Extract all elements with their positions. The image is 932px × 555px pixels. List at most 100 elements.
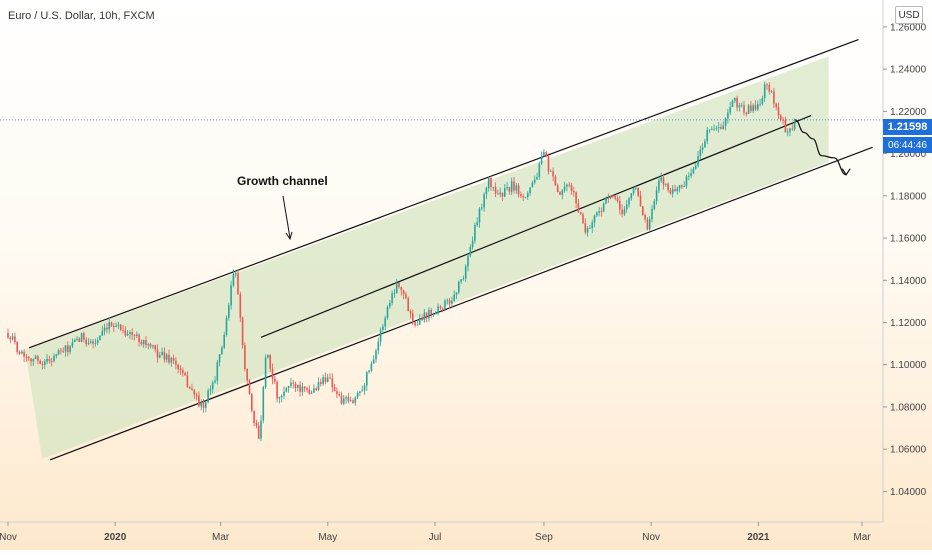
candle-body — [361, 390, 363, 392]
candle-body — [561, 190, 564, 195]
candle-body — [379, 329, 382, 342]
candle-body — [115, 325, 117, 327]
candle-body — [711, 128, 713, 130]
candle-body — [651, 209, 653, 220]
candle-body — [122, 330, 124, 331]
candle-body — [669, 190, 672, 194]
candle-body — [600, 211, 603, 213]
candle-body — [308, 389, 311, 394]
candle-body — [315, 388, 317, 391]
candle-body — [207, 390, 209, 403]
candle-body — [62, 351, 64, 353]
candle-body — [644, 214, 646, 220]
candle-body — [630, 193, 633, 199]
candle-body — [757, 104, 759, 110]
candle-body — [161, 351, 163, 356]
candle-body — [441, 308, 444, 310]
candle-body — [683, 186, 685, 187]
price-tick-label: 1.26000 — [890, 22, 927, 33]
candle-body — [715, 127, 718, 129]
candle-body — [76, 338, 78, 340]
candle-body — [85, 339, 87, 345]
candle-body — [384, 317, 386, 327]
candle-body — [241, 317, 244, 346]
candle-body — [209, 389, 212, 391]
candle-body — [642, 206, 644, 215]
candle-body — [612, 195, 614, 197]
candle-body — [773, 91, 775, 104]
candle-body — [761, 98, 764, 104]
chart-title: Euro / U.S. Dollar, 10h, FXCM — [8, 10, 155, 22]
candle-body — [21, 351, 23, 354]
candle-body — [697, 156, 699, 166]
candle-body — [701, 147, 704, 150]
candle-body — [704, 141, 706, 148]
candle-body — [172, 357, 175, 361]
candle-body — [487, 177, 490, 189]
candle-body — [253, 410, 255, 424]
candle-body — [356, 393, 359, 398]
candle-body — [152, 345, 154, 347]
candle-body — [297, 384, 299, 388]
candle-body — [736, 97, 738, 108]
candle-body — [168, 354, 170, 363]
candle-body — [92, 341, 94, 344]
candle-body — [409, 311, 412, 314]
candle-body — [501, 192, 504, 197]
candle-body — [793, 119, 796, 130]
axis-layer: 1.26000 1.24000 1.22000 1.20000 1.18000 1.160… — [0, 0, 927, 543]
candle-body — [60, 350, 62, 352]
candle-body — [639, 195, 642, 207]
candle-body — [237, 272, 239, 295]
candle-body — [517, 185, 520, 195]
candle-body — [662, 177, 665, 185]
candle-body — [232, 274, 235, 286]
candle-body — [46, 358, 48, 362]
candle-body — [306, 388, 308, 390]
candle-body — [653, 201, 656, 210]
candle-body — [575, 192, 577, 204]
candle-body — [616, 198, 619, 202]
candle-body — [628, 198, 630, 205]
candle-body — [559, 192, 561, 195]
candle-body — [646, 219, 649, 230]
candle-body — [303, 386, 306, 389]
price-tick-label: 1.06000 — [890, 445, 927, 456]
candle-body — [607, 198, 610, 199]
candle-body — [280, 395, 283, 398]
candle-body — [324, 377, 327, 382]
candle-body — [734, 97, 736, 101]
annotation-layer: Growth channel — [237, 174, 328, 241]
candle-body — [90, 341, 92, 343]
candle-body — [759, 103, 761, 105]
candle-body — [527, 193, 529, 197]
annotation-arrow — [282, 195, 291, 239]
candle-body — [570, 185, 573, 192]
candle-body — [784, 119, 787, 133]
projection-arrowhead — [841, 168, 851, 176]
price-tick-label: 1.12000 — [890, 318, 927, 329]
candle-body — [446, 300, 449, 301]
price-tick-label: 1.18000 — [890, 191, 927, 202]
candle-body — [257, 425, 260, 439]
candle-body — [462, 278, 465, 280]
candle-body — [577, 203, 580, 213]
candle-body — [490, 177, 492, 187]
current-price-tag: 1.21598 — [883, 119, 932, 135]
time-tick-label: Mar — [853, 532, 871, 543]
currency-badge[interactable]: USD — [895, 6, 923, 24]
candle-body — [423, 312, 426, 321]
candle-body — [667, 183, 669, 191]
candle-body — [44, 361, 46, 365]
candle-body — [96, 340, 99, 343]
candle-body — [591, 222, 593, 229]
candle-body — [211, 382, 214, 390]
price-tick-label: 1.08000 — [890, 402, 927, 413]
time-tick-label: Nov — [0, 532, 17, 543]
candle-body — [506, 186, 508, 189]
candle-body — [50, 361, 53, 362]
candle-body — [126, 333, 129, 336]
candle-body — [533, 179, 536, 183]
